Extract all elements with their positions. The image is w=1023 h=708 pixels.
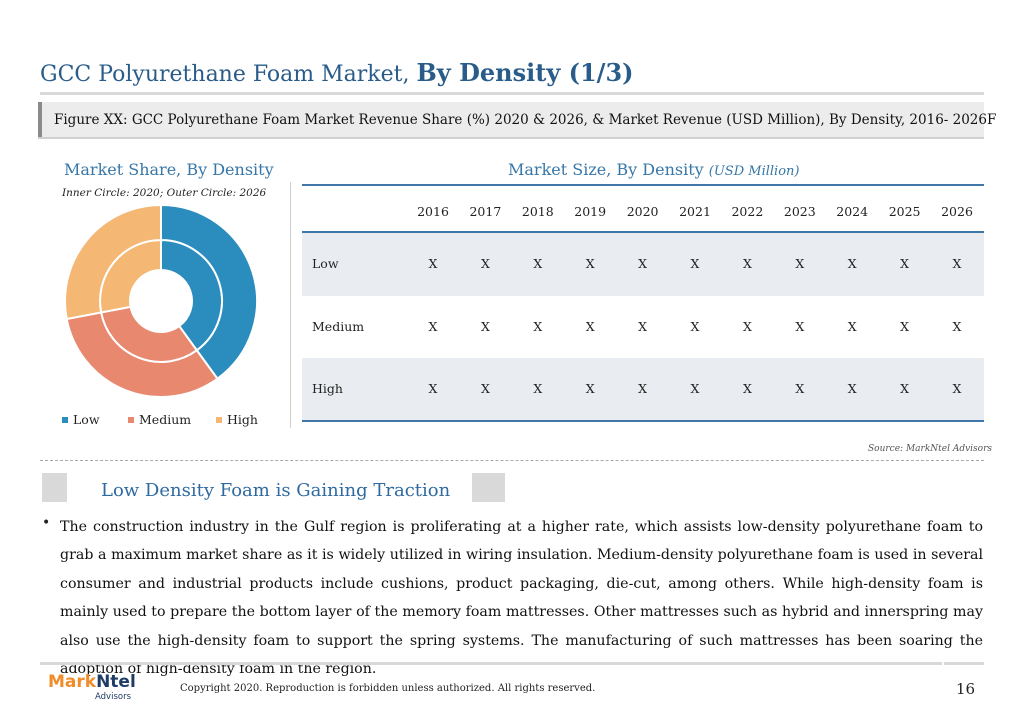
table-cell: X xyxy=(900,256,910,271)
column-header-2016: 2016 xyxy=(417,204,449,219)
legend-label-high: High xyxy=(227,412,258,427)
bullet-icon: • xyxy=(42,515,51,531)
market-size-heading: Market Size, By Density (USD Million) xyxy=(508,160,799,179)
column-header-2024: 2024 xyxy=(836,204,869,219)
table-cell: X xyxy=(690,319,700,334)
market-share-subtitle: Inner Circle: 2020; Outer Circle: 2026 xyxy=(62,187,267,199)
table-header-rule xyxy=(302,231,984,233)
title-divider xyxy=(40,92,984,95)
section-heading: Low Density Foam is Gaining Traction xyxy=(101,480,451,501)
table-cell: X xyxy=(742,381,752,396)
table-cell: X xyxy=(742,319,752,334)
row-label: Medium xyxy=(312,319,365,334)
column-header-2019: 2019 xyxy=(574,204,607,219)
legend-item-low: Low xyxy=(62,412,100,427)
column-header-2017: 2017 xyxy=(469,204,502,219)
market-size-unit: (USD Million) xyxy=(708,164,800,179)
table-cell: X xyxy=(952,256,962,271)
logo-mark: Mark xyxy=(48,672,97,692)
donut-chart xyxy=(64,203,258,398)
table-row-medium: Medium X X X X X X X X X X X xyxy=(302,296,984,359)
section-body-text: The construction industry in the Gulf re… xyxy=(60,519,983,678)
logo-ntel: Ntel xyxy=(96,672,136,692)
table-cell: X xyxy=(533,381,543,396)
column-header-2023: 2023 xyxy=(783,204,816,219)
table-cell: X xyxy=(847,319,857,334)
figure-caption: Figure XX: GCC Polyurethane Foam Market … xyxy=(54,112,997,128)
table-cell: X xyxy=(480,319,490,334)
table-cell: X xyxy=(847,256,857,271)
decorative-square-right xyxy=(472,473,505,502)
table-cell: X xyxy=(585,381,595,396)
row-label: Low xyxy=(312,256,339,271)
table-cell: X xyxy=(480,381,490,396)
legend-label-medium: Medium xyxy=(139,412,192,427)
table-cell: X xyxy=(900,319,910,334)
caption-underline xyxy=(38,137,984,139)
table-row-low: Low X X X X X X X X X X X xyxy=(302,233,984,296)
logo-wordmark: MarkNtel xyxy=(48,672,136,692)
table-cell: X xyxy=(742,256,752,271)
table-cell: X xyxy=(428,256,438,271)
legend-swatch-high xyxy=(216,416,222,423)
column-header-2025: 2025 xyxy=(888,204,921,219)
vertical-divider xyxy=(290,182,291,428)
table-cell: X xyxy=(585,319,595,334)
market-size-table: 2016 2017 2018 2019 2020 2021 2022 2023 2024 2025… xyxy=(302,184,984,422)
logo-subtext: Advisors xyxy=(95,692,132,702)
table-cell: X xyxy=(533,256,543,271)
market-size-heading-text: Market Size, By Density xyxy=(508,160,709,179)
market-share-heading: Market Share, By Density xyxy=(64,160,274,179)
figure-caption-box: Figure XX: GCC Polyurethane Foam Market … xyxy=(38,102,996,138)
legend-swatch-low xyxy=(62,416,68,423)
legend-label-low: Low xyxy=(73,412,100,427)
donut-slice-2026-high xyxy=(64,203,162,321)
table-cell: X xyxy=(795,319,805,334)
legend-item-medium: Medium xyxy=(128,412,191,427)
page-title: GCC Polyurethane Foam Market, By Density… xyxy=(40,58,634,87)
table-cell: X xyxy=(795,381,805,396)
table-cell: X xyxy=(638,319,648,334)
title-bold: By Density (1/3) xyxy=(416,58,634,87)
table-cell: X xyxy=(480,256,490,271)
table-cell: X xyxy=(900,381,910,396)
column-header-2026: 2026 xyxy=(941,204,973,219)
column-header-2021: 2021 xyxy=(679,204,711,219)
donut-slice-2026-medium xyxy=(65,311,219,398)
table-cell: X xyxy=(690,256,700,271)
table-top-rule xyxy=(302,184,984,186)
copyright-text: Copyright 2020. Reproduction is forbidde… xyxy=(180,683,596,694)
title-plain: GCC Polyurethane Foam Market, xyxy=(40,62,417,87)
markntel-logo: MarkNtel Advisors xyxy=(48,672,138,702)
table-cell: X xyxy=(428,381,438,396)
table-cell: X xyxy=(690,381,700,396)
footer-rule xyxy=(40,662,942,665)
column-header-2020: 2020 xyxy=(626,204,659,219)
table-cell: X xyxy=(428,319,438,334)
page-number: 16 xyxy=(956,680,976,698)
table-cell: X xyxy=(638,381,648,396)
table-cell: X xyxy=(847,381,857,396)
table-cell: X xyxy=(795,256,805,271)
dashed-divider xyxy=(40,460,984,461)
decorative-square-left xyxy=(42,473,67,502)
column-header-2018: 2018 xyxy=(521,204,554,219)
table-cell: X xyxy=(533,319,543,334)
donut-slice-2026-low xyxy=(160,203,258,381)
source-note: Source: MarkNtel Advisors xyxy=(868,444,993,454)
table-cell: X xyxy=(952,319,962,334)
footer-rule-short xyxy=(944,662,984,665)
table-cell: X xyxy=(638,256,648,271)
row-label: High xyxy=(312,381,343,396)
table-bottom-rule xyxy=(302,420,984,422)
column-header-2022: 2022 xyxy=(731,204,764,219)
table-cell: X xyxy=(952,381,962,396)
legend-item-high: High xyxy=(216,412,258,427)
table-cell: X xyxy=(585,256,595,271)
table-row-high: High X X X X X X X X X X X xyxy=(302,358,984,421)
legend-swatch-medium xyxy=(128,416,134,423)
